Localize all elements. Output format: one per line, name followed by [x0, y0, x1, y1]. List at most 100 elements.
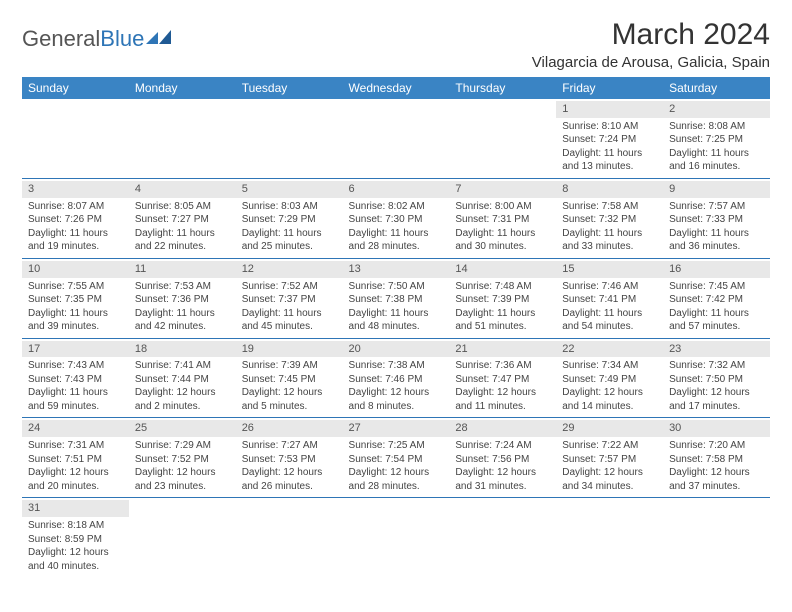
calendar-day-cell: . — [343, 99, 450, 178]
day-number: 5 — [236, 181, 343, 198]
day-number: 13 — [343, 261, 450, 278]
sunrise-text: Sunrise: 8:10 AM — [562, 120, 657, 134]
calendar-day-cell: 24 Sunrise: 7:31 AMSunset: 7:51 PMDayligh… — [22, 418, 129, 498]
daylight-text: Daylight: 11 hours and 48 minutes. — [349, 307, 444, 334]
daylight-text: Daylight: 12 hours and 20 minutes. — [28, 466, 123, 493]
calendar-week-row: 24Sunrise: 7:31 AMSunset: 7:51 PMDayligh… — [22, 418, 770, 498]
calendar-day-cell: 1Sunrise: 8:10 AMSunset: 7:24 PMDaylight… — [556, 99, 663, 178]
calendar-day-cell: 17Sunrise: 7:43 AMSunset: 7:43 PMDayligh… — [22, 338, 129, 418]
calendar-day-cell: . — [449, 99, 556, 178]
day-number: 20 — [343, 341, 450, 358]
sunset-text: Sunset: 7:39 PM — [455, 293, 550, 307]
day-number: 28 — [449, 420, 556, 437]
day-number: 14 — [449, 261, 556, 278]
calendar-day-cell: 10Sunrise: 7:55 AMSunset: 7:35 PMDayligh… — [22, 258, 129, 338]
calendar-day-cell: 27Sunrise: 7:25 AMSunset: 7:54 PMDayligh… — [343, 418, 450, 498]
sunset-text: Sunset: 7:42 PM — [669, 293, 764, 307]
sunrise-text: Sunrise: 7:52 AM — [242, 280, 337, 294]
sunrise-text: Sunrise: 7:34 AM — [562, 359, 657, 373]
day-number: 24 — [22, 420, 129, 437]
location-subtitle: Vilagarcia de Arousa, Galicia, Spain — [532, 54, 770, 71]
calendar-week-row: .....1Sunrise: 8:10 AMSunset: 7:24 PMDay… — [22, 99, 770, 178]
day-number: 22 — [556, 341, 663, 358]
day-number: 3 — [22, 181, 129, 198]
day-number: 25 — [129, 420, 236, 437]
sunset-text: Sunset: 7:26 PM — [28, 213, 123, 227]
sunset-text: Sunset: 7:30 PM — [349, 213, 444, 227]
sunset-text: Sunset: 7:27 PM — [135, 213, 230, 227]
sunrise-text: Sunrise: 8:00 AM — [455, 200, 550, 214]
sunset-text: Sunset: 7:44 PM — [135, 373, 230, 387]
daylight-text: Daylight: 12 hours and 11 minutes. — [455, 386, 550, 413]
day-number: 4 — [129, 181, 236, 198]
day-number: 29 — [556, 420, 663, 437]
calendar-day-cell: 18Sunrise: 7:41 AMSunset: 7:44 PMDayligh… — [129, 338, 236, 418]
calendar-week-row: 31Sunrise: 8:18 AMSunset: 8:59 PMDayligh… — [22, 498, 770, 577]
sunrise-text: Sunrise: 7:36 AM — [455, 359, 550, 373]
daylight-text: Daylight: 12 hours and 34 minutes. — [562, 466, 657, 493]
month-title: March 2024 — [532, 18, 770, 52]
sunrise-text: Sunrise: 7:29 AM — [135, 439, 230, 453]
sunrise-text: Sunrise: 7:53 AM — [135, 280, 230, 294]
daylight-text: Daylight: 11 hours and 19 minutes. — [28, 227, 123, 254]
daylight-text: Daylight: 11 hours and 42 minutes. — [135, 307, 230, 334]
daylight-text: Daylight: 11 hours and 30 minutes. — [455, 227, 550, 254]
daylight-text: Daylight: 11 hours and 39 minutes. — [28, 307, 123, 334]
day-number: 2 — [663, 101, 770, 118]
daylight-text: Daylight: 11 hours and 16 minutes. — [669, 147, 764, 174]
day-number: 16 — [663, 261, 770, 278]
sunset-text: Sunset: 7:57 PM — [562, 453, 657, 467]
sunset-text: Sunset: 7:38 PM — [349, 293, 444, 307]
sunrise-text: Sunrise: 7:41 AM — [135, 359, 230, 373]
sunset-text: Sunset: 7:31 PM — [455, 213, 550, 227]
sunrise-text: Sunrise: 7:31 AM — [28, 439, 123, 453]
logo-text-2: Blue — [100, 26, 144, 52]
title-block: March 2024 Vilagarcia de Arousa, Galicia… — [532, 18, 770, 71]
weekday-header: Monday — [129, 77, 236, 99]
day-number: 26 — [236, 420, 343, 437]
weekday-header: Saturday — [663, 77, 770, 99]
day-number: 19 — [236, 341, 343, 358]
calendar-day-cell: 28 Sunrise: 7:24 AMSunset: 7:56 PMDayligh… — [449, 418, 556, 498]
sunset-text: Sunset: 8:59 PM — [28, 533, 123, 547]
daylight-text: Daylight: 11 hours and 54 minutes. — [562, 307, 657, 334]
sunrise-text: Sunrise: 7:24 AM — [455, 439, 550, 453]
weekday-header: Thursday — [449, 77, 556, 99]
daylight-text: Daylight: 12 hours and 37 minutes. — [669, 466, 764, 493]
sunrise-text: Sunrise: 7:27 AM — [242, 439, 337, 453]
day-number: 6 — [343, 181, 450, 198]
weekday-header: Sunday — [22, 77, 129, 99]
sunrise-text: Sunrise: 7:32 AM — [669, 359, 764, 373]
calendar-day-cell: 12Sunrise: 7:52 AMSunset: 7:37 PMDayligh… — [236, 258, 343, 338]
calendar-day-cell: . — [556, 498, 663, 577]
day-number: 27 — [343, 420, 450, 437]
daylight-text: Daylight: 11 hours and 57 minutes. — [669, 307, 764, 334]
calendar-day-cell: 14Sunrise: 7:48 AMSunset: 7:39 PMDayligh… — [449, 258, 556, 338]
sunrise-text: Sunrise: 7:45 AM — [669, 280, 764, 294]
logo-text-1: General — [22, 26, 100, 52]
daylight-text: Daylight: 12 hours and 8 minutes. — [349, 386, 444, 413]
sunrise-text: Sunrise: 7:22 AM — [562, 439, 657, 453]
daylight-text: Daylight: 12 hours and 5 minutes. — [242, 386, 337, 413]
sunrise-text: Sunrise: 7:25 AM — [349, 439, 444, 453]
logo: GeneralBlue — [22, 18, 172, 52]
day-number: 21 — [449, 341, 556, 358]
calendar-day-cell: 29 Sunrise: 7:22 AMSunset: 7:57 PMDayligh… — [556, 418, 663, 498]
day-number: 8 — [556, 181, 663, 198]
daylight-text: Daylight: 11 hours and 25 minutes. — [242, 227, 337, 254]
sunset-text: Sunset: 7:50 PM — [669, 373, 764, 387]
sunrise-text: Sunrise: 7:55 AM — [28, 280, 123, 294]
sunset-text: Sunset: 7:54 PM — [349, 453, 444, 467]
calendar-day-cell: 11Sunrise: 7:53 AMSunset: 7:36 PMDayligh… — [129, 258, 236, 338]
sunrise-text: Sunrise: 7:50 AM — [349, 280, 444, 294]
sunset-text: Sunset: 7:45 PM — [242, 373, 337, 387]
calendar-day-cell: 31Sunrise: 8:18 AMSunset: 8:59 PMDayligh… — [22, 498, 129, 577]
sunrise-text: Sunrise: 7:38 AM — [349, 359, 444, 373]
day-number: 9 — [663, 181, 770, 198]
day-number: 17 — [22, 341, 129, 358]
daylight-text: Daylight: 12 hours and 31 minutes. — [455, 466, 550, 493]
calendar-day-cell: 30Sunrise: 7:20 AMSunset: 7:58 PMDayligh… — [663, 418, 770, 498]
sunrise-text: Sunrise: 7:39 AM — [242, 359, 337, 373]
sunset-text: Sunset: 7:51 PM — [28, 453, 123, 467]
sunset-text: Sunset: 7:56 PM — [455, 453, 550, 467]
